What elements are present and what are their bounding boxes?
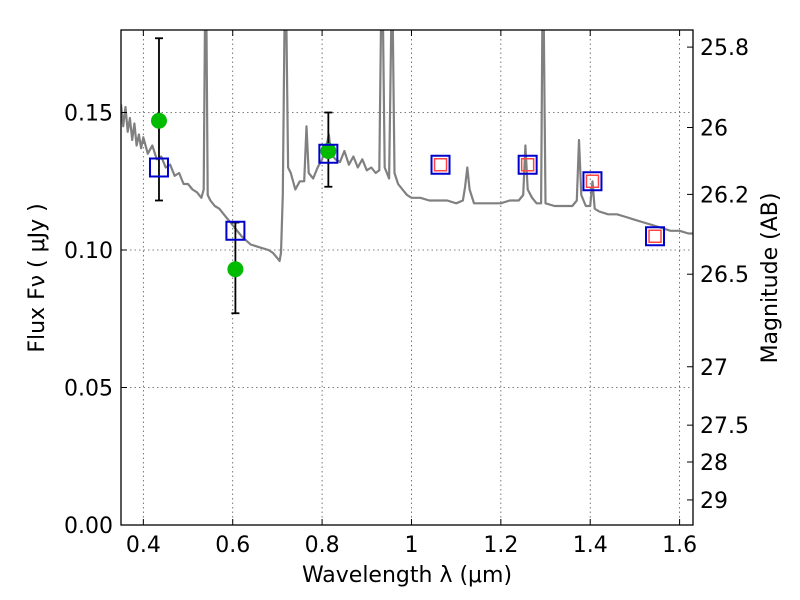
x-tick-label: 0.6 [215,533,250,558]
model-square-inner [520,158,535,172]
y2-axis-label: Magnitude (AB) [758,193,783,364]
model-square [517,154,538,175]
y-tick-label: 0.15 [64,102,113,127]
model-square-inner [585,174,600,188]
x-tick-label: 1.4 [573,533,608,558]
observed-point [227,261,244,278]
x-tick-label: 0.8 [305,533,340,558]
axis-ticks: 0.4 0.6 0.8 1 1.2 1.4 1.6 0.00 0.05 0.10 0.15 25.8 2… [64,30,749,558]
x-tick-label: 1.6 [662,533,697,558]
x-tick-label: 1 [404,533,418,558]
model-square [645,226,666,247]
y-tick-label: 0.00 [64,514,113,539]
model-square-inner [433,158,448,172]
y2-tick-label: 27.5 [700,414,749,439]
x-axis-label: Wavelength λ (μm) [302,563,512,588]
plot-frame [120,29,694,526]
y-tick-label: 0.10 [64,239,113,264]
model-square [225,220,246,241]
model-square [148,157,169,178]
points-layer [148,37,666,315]
grid-lines [121,30,693,526]
y-tick-label: 0.05 [64,377,113,402]
spectrum-layer [121,30,693,263]
observed-point [150,112,167,129]
y2-tick-label: 27 [700,356,728,381]
x-tick-label: 0.4 [126,533,161,558]
y2-tick-label: 29 [700,489,728,514]
y2-tick-label: 26 [700,117,728,142]
y2-tick-label: 25.8 [700,36,749,61]
y2-tick-label: 26.2 [700,183,749,208]
y2-tick-label: 28 [700,451,728,476]
model-square-inner [648,229,662,243]
y-axis-label: Flux Fν ( μJy ) [25,203,50,352]
y2-tick-label: 26.5 [700,263,749,288]
model-square [430,154,451,175]
spectrum-line [121,30,693,263]
x-tick-label: 1.2 [483,533,518,558]
observed-point [320,143,337,159]
model-square [318,143,339,164]
model-square [582,171,603,192]
